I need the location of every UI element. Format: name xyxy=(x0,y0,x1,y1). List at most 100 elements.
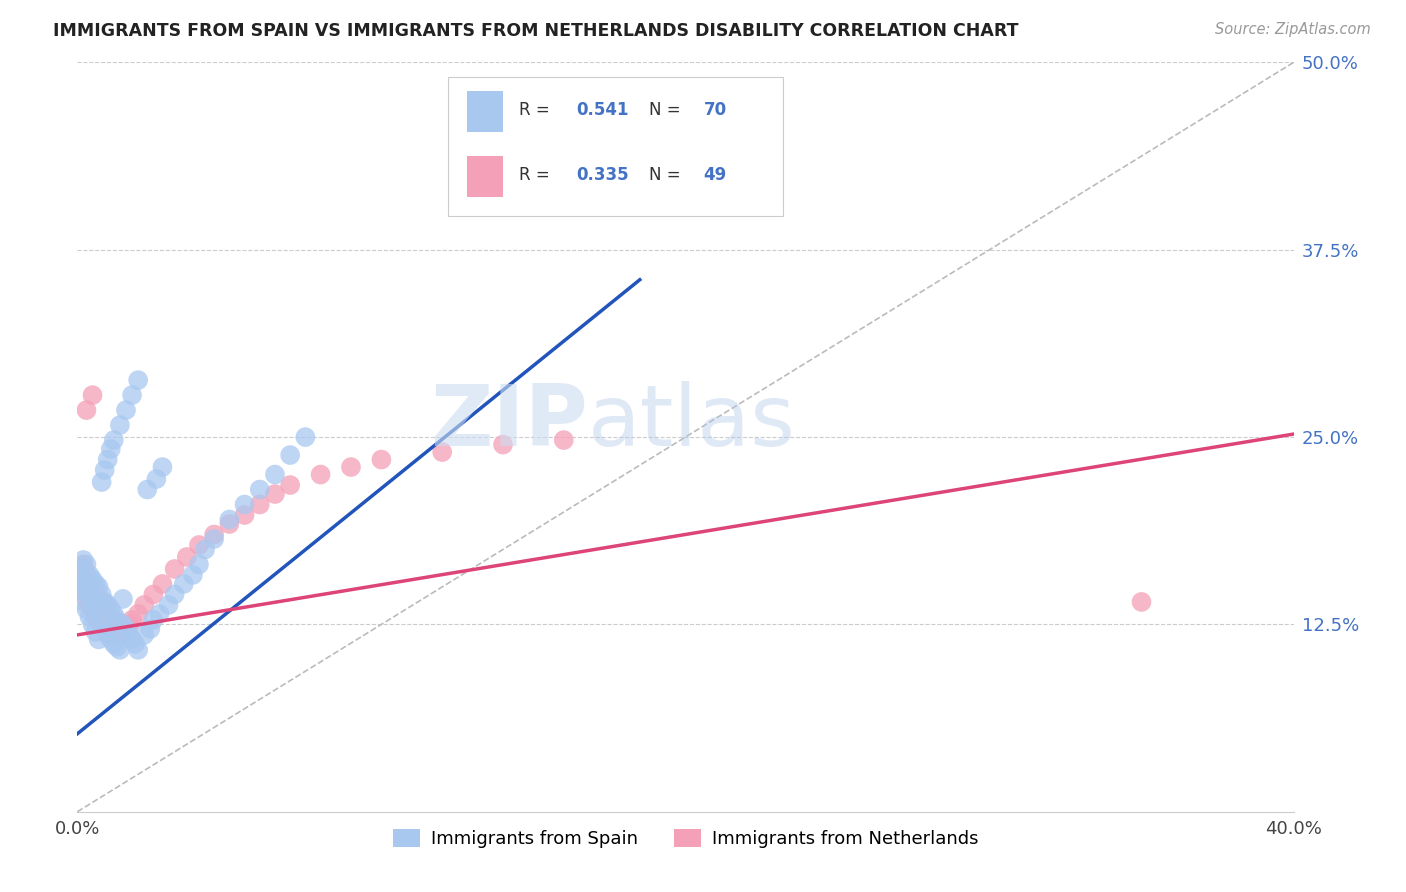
Point xyxy=(97,624,120,639)
Point xyxy=(87,591,110,606)
Point xyxy=(121,388,143,402)
Point xyxy=(82,388,104,402)
Point xyxy=(90,613,112,627)
Point xyxy=(115,622,138,636)
Text: IMMIGRANTS FROM SPAIN VS IMMIGRANTS FROM NETHERLANDS DISABILITY CORRELATION CHAR: IMMIGRANTS FROM SPAIN VS IMMIGRANTS FROM… xyxy=(53,22,1019,40)
Point xyxy=(72,558,94,572)
Point xyxy=(188,558,211,572)
Point xyxy=(75,403,97,417)
Text: 49: 49 xyxy=(703,166,727,184)
Point xyxy=(93,595,115,609)
Point xyxy=(79,610,101,624)
Point xyxy=(97,628,120,642)
Point xyxy=(233,508,256,522)
Point xyxy=(142,587,165,601)
Point xyxy=(72,595,94,609)
Point xyxy=(202,527,225,541)
Point xyxy=(100,442,122,456)
Point xyxy=(249,483,271,497)
Point xyxy=(75,582,97,597)
Point xyxy=(93,622,115,636)
Point xyxy=(121,613,143,627)
Point xyxy=(492,437,515,451)
Point xyxy=(69,573,91,587)
Point xyxy=(105,622,128,636)
Text: N =: N = xyxy=(650,166,686,184)
Text: 70: 70 xyxy=(703,101,727,119)
Point xyxy=(127,607,149,621)
Point xyxy=(87,580,110,594)
Point xyxy=(103,607,125,621)
Point xyxy=(176,549,198,564)
Point xyxy=(1130,595,1153,609)
Point xyxy=(97,598,120,612)
Point xyxy=(111,617,134,632)
Point xyxy=(152,460,174,475)
Point xyxy=(69,562,91,576)
FancyBboxPatch shape xyxy=(467,91,503,132)
Point xyxy=(264,487,287,501)
Point xyxy=(249,498,271,512)
Point xyxy=(93,598,115,612)
Point xyxy=(127,643,149,657)
Text: 0.541: 0.541 xyxy=(576,101,628,119)
Point xyxy=(370,452,392,467)
Point xyxy=(103,637,125,651)
Point xyxy=(118,617,141,632)
Point xyxy=(134,628,156,642)
Point xyxy=(100,632,122,647)
Point xyxy=(69,562,91,576)
Point xyxy=(105,640,128,654)
Point xyxy=(111,591,134,606)
Point xyxy=(108,643,131,657)
Point xyxy=(79,598,101,612)
Point xyxy=(218,516,240,531)
Point xyxy=(82,602,104,616)
Text: N =: N = xyxy=(650,101,686,119)
Point xyxy=(84,610,107,624)
FancyBboxPatch shape xyxy=(449,78,783,216)
Point xyxy=(105,613,128,627)
Point xyxy=(97,452,120,467)
Point xyxy=(202,532,225,546)
Point xyxy=(115,403,138,417)
Point xyxy=(111,617,134,632)
Point xyxy=(75,591,97,606)
Point xyxy=(108,628,131,642)
Point xyxy=(72,553,94,567)
Text: ZIP: ZIP xyxy=(430,381,588,464)
Point xyxy=(294,430,316,444)
Point xyxy=(145,472,167,486)
Point xyxy=(157,598,180,612)
Point xyxy=(87,602,110,616)
Point xyxy=(87,632,110,647)
Point xyxy=(103,433,125,447)
Point xyxy=(124,637,146,651)
Point xyxy=(90,617,112,632)
Point xyxy=(84,624,107,639)
Point xyxy=(69,582,91,597)
Point xyxy=(79,587,101,601)
FancyBboxPatch shape xyxy=(467,156,503,197)
Point xyxy=(340,460,363,475)
Point xyxy=(115,622,138,636)
Point xyxy=(148,607,170,621)
Point xyxy=(136,483,159,497)
Point xyxy=(75,568,97,582)
Point xyxy=(278,448,301,462)
Point xyxy=(233,498,256,512)
Point xyxy=(278,478,301,492)
Point xyxy=(194,542,217,557)
Point xyxy=(108,418,131,433)
Text: Source: ZipAtlas.com: Source: ZipAtlas.com xyxy=(1215,22,1371,37)
Text: 0.335: 0.335 xyxy=(576,166,628,184)
Point xyxy=(82,591,104,606)
Point xyxy=(97,602,120,616)
Point xyxy=(553,433,575,447)
Point xyxy=(181,568,204,582)
Point xyxy=(93,463,115,477)
Point xyxy=(118,628,141,642)
Point xyxy=(79,568,101,582)
Point xyxy=(163,562,186,576)
Point xyxy=(93,622,115,636)
